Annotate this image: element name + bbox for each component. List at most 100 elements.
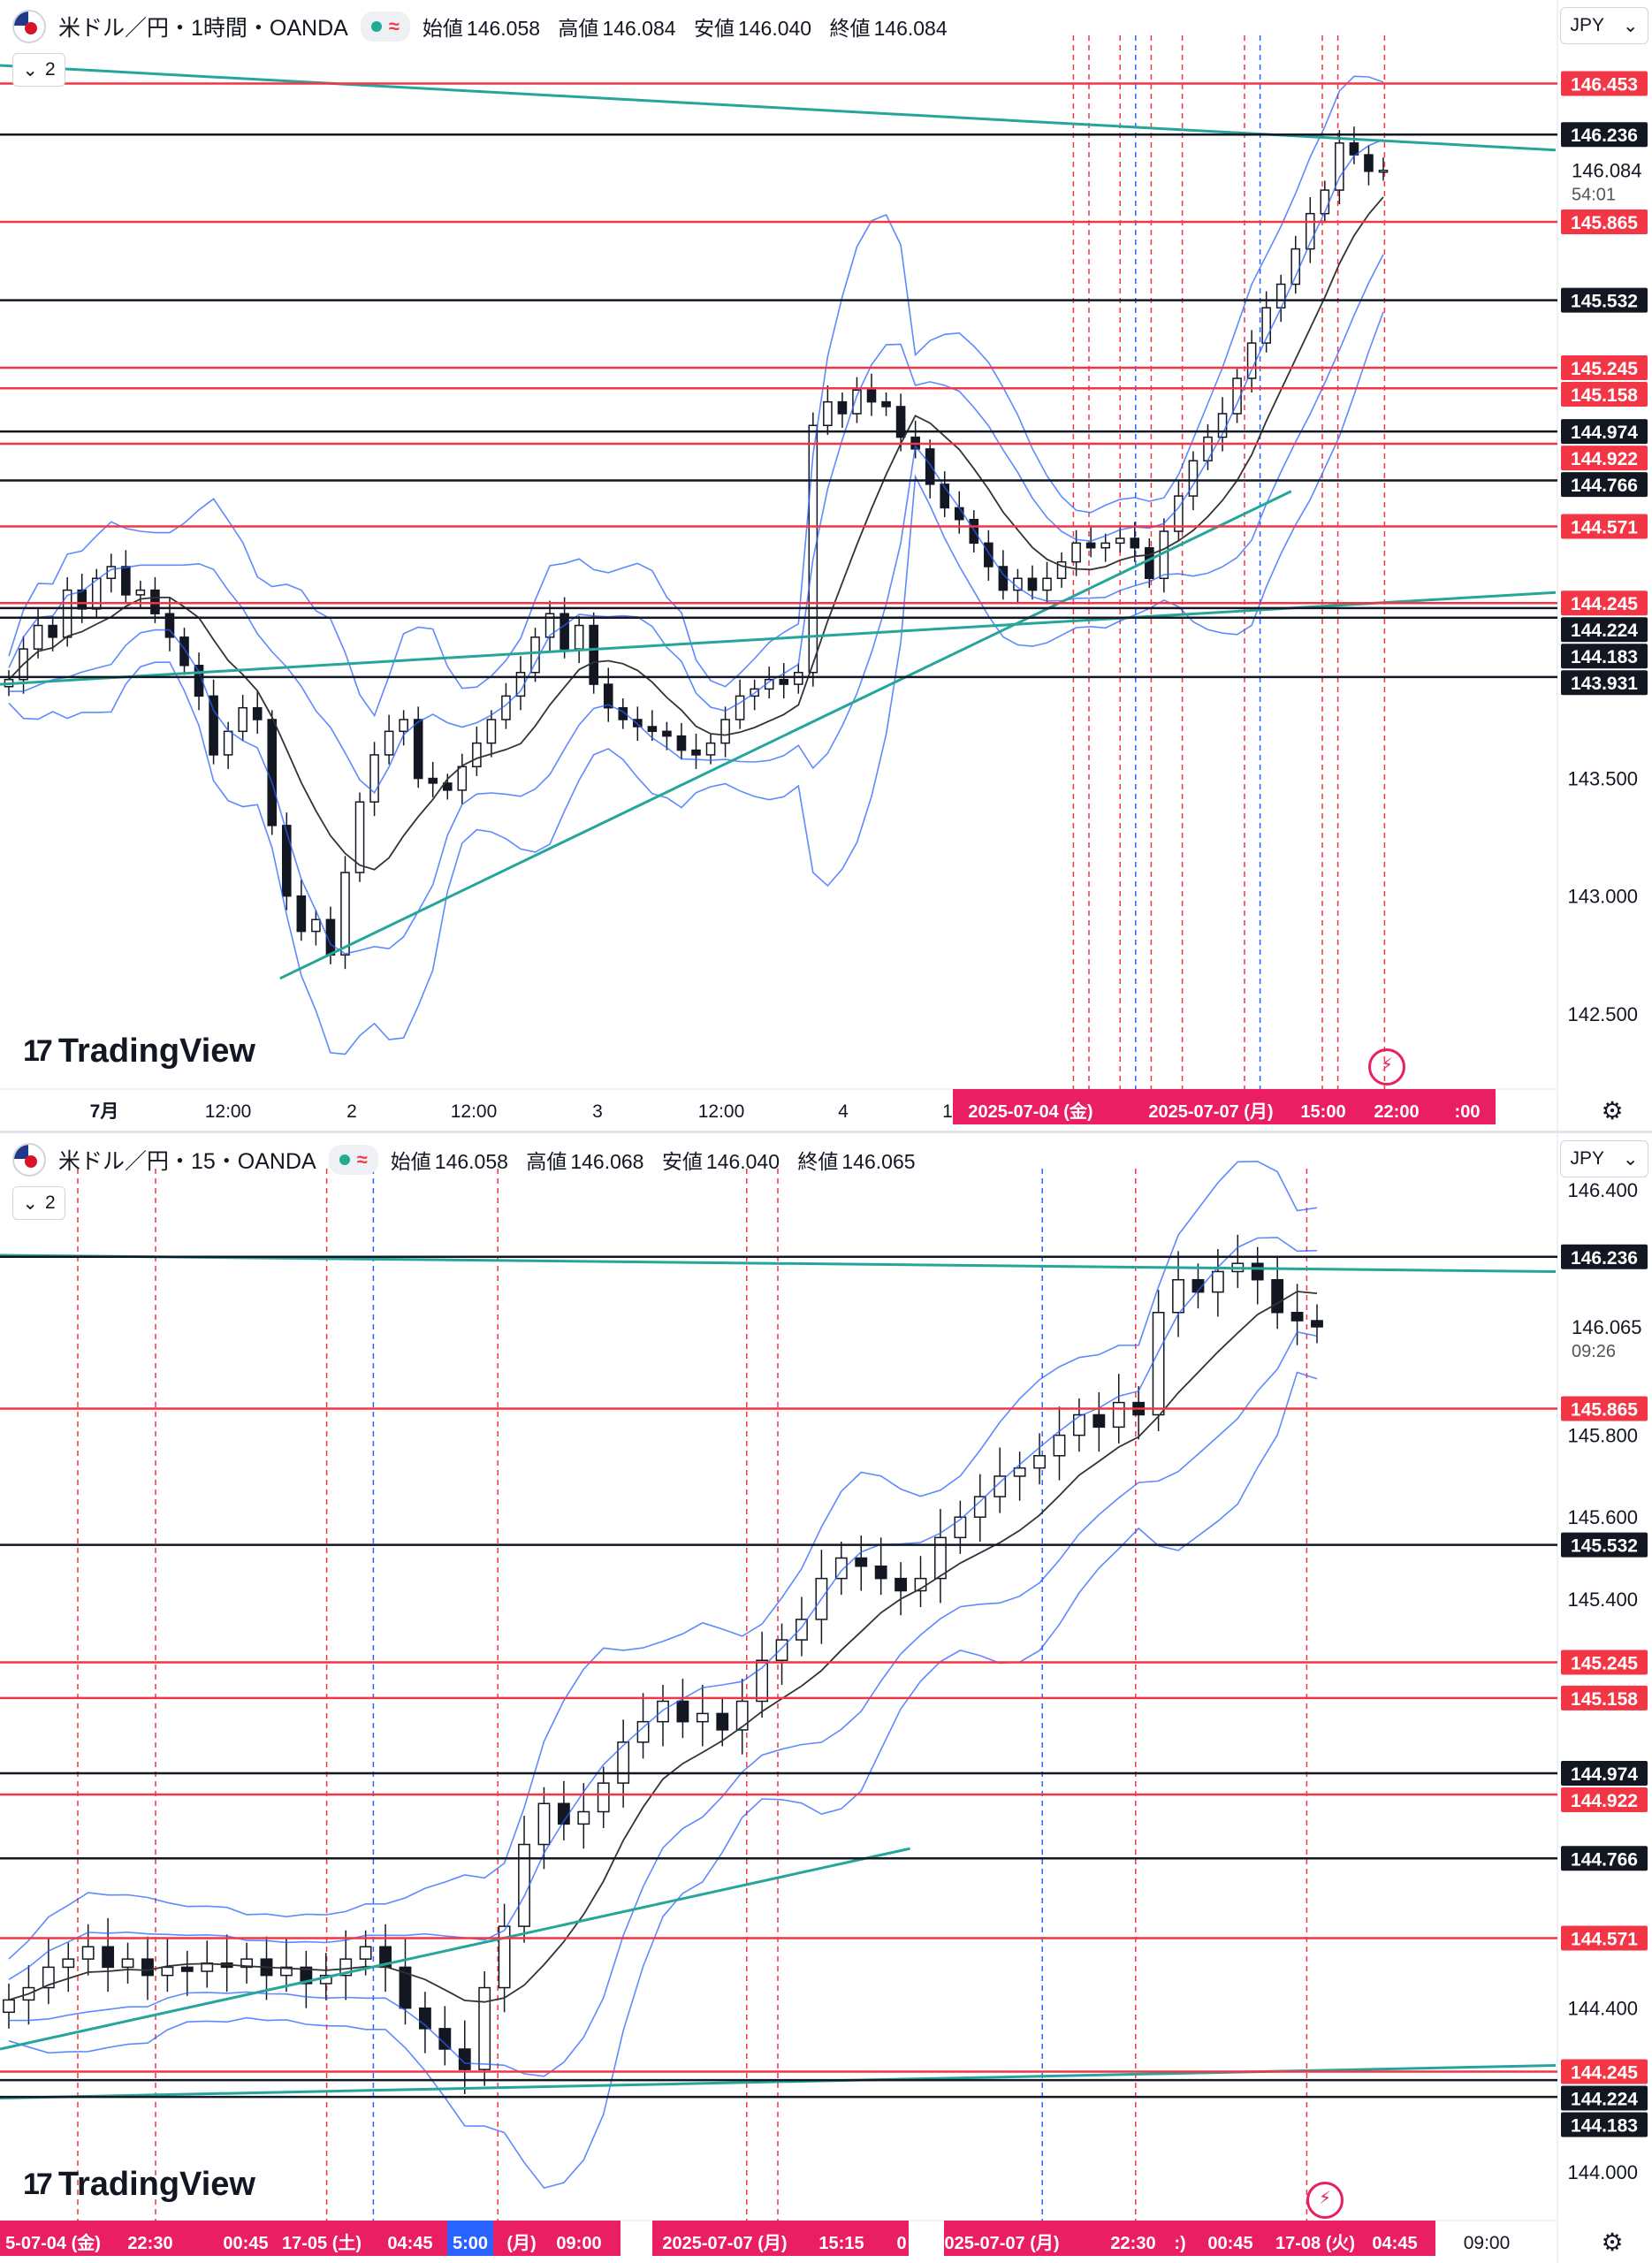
time-tick-label: 2 [346,1101,357,1122]
currency-select[interactable]: JPY ⌄ [1560,1140,1648,1177]
candle-body [180,1966,194,1972]
candle-body [837,400,848,415]
price-tick-label: 144.000 [1567,2161,1638,2183]
symbol-title[interactable]: 米ドル／円・1時間・OANDA [58,16,348,41]
candle-body [705,742,716,756]
candle-body [164,613,175,638]
status-pill[interactable]: ≈ [360,11,410,42]
candle-body [603,683,613,709]
level-price-label: 143.931 [1571,674,1638,694]
candle-body [973,1496,986,1518]
settings-icon[interactable]: ⚙ [1601,2229,1624,2256]
status-pill[interactable]: ≈ [328,1145,378,1175]
candle-body [150,589,160,614]
level-price-badge [1561,1532,1648,1558]
time-badge-label: (月) [506,2234,536,2253]
candle-body [925,448,935,485]
candle-body [597,1782,610,1813]
candle-body [589,624,599,685]
time-tick-label: 3 [592,1101,603,1122]
approx-icon: ≈ [356,1148,368,1170]
chart-canvas-1h[interactable]: 143.000 143.500 142.500 146.453 146.236 145.8… [0,0,1652,1132]
candle-body [1042,577,1052,591]
time-tick-label: 12:00 [205,1101,252,1122]
level-price-label: 144.183 [1571,2115,1638,2136]
candle-body [1378,169,1389,173]
price-tick-label: 145.400 [1567,1589,1638,1611]
candle-body [1211,1270,1224,1293]
level-price-label: 144.922 [1571,449,1638,469]
time-tick-label: 12:00 [451,1101,498,1122]
level-price-label: 145.865 [1571,1400,1638,1421]
candle-body [716,1712,729,1731]
trend-line [0,64,1557,152]
currency-select[interactable]: JPY ⌄ [1560,7,1648,44]
price-tick-label: 145.600 [1567,1506,1638,1528]
time-badge-label: 15:00 [1300,1102,1345,1122]
candle-body [984,542,993,568]
level-price-badge [1561,209,1648,234]
tradingview-logo: 17 TradingView [23,2166,255,2203]
level-price-badge [1561,670,1648,696]
candle-body [121,566,131,596]
settings-icon[interactable]: ⚙ [1601,1097,1624,1124]
chevron-down-icon: ⌄ [22,59,38,80]
chart-pane-15m[interactable]: 146.400 145.800 145.600 145.400 144.400 144.0… [0,1133,1652,2263]
candle-body [657,1700,669,1723]
candle-body [62,1958,75,1969]
candle-body [498,1925,511,1989]
candle-body [756,1659,769,1703]
candle-body [1112,1401,1125,1429]
candle-body [102,1946,115,1969]
candle-body [354,801,365,873]
chart-canvas-15m[interactable]: 146.400 145.800 145.600 145.400 144.400 144.0… [0,1133,1652,2263]
lightning-icon[interactable]: ⚡ [1368,1048,1405,1086]
candle-body [33,624,43,650]
trend-line [279,490,1292,980]
level-price-badge [1561,1396,1648,1421]
candle-body [501,695,511,720]
candle-body [1033,1455,1046,1469]
candle-body [121,1958,134,1969]
level-price-badge [1561,1925,1648,1951]
level-price-badge [1561,514,1648,539]
time-badge-label: 2025-07-07 (月) [1148,1102,1273,1122]
candle-body [1232,377,1242,415]
approx-icon: ≈ [388,15,400,37]
candle-body [1188,460,1199,497]
chart-pane-1h[interactable]: 143.000 143.500 142.500 146.453 146.236 145.8… [0,0,1652,1132]
time-badge-label: 2025-07-07 (月) [662,2234,787,2253]
candle-body [696,1712,709,1723]
time-badge-label: 17-05 (土) [282,2233,362,2253]
crosshair-time-badge [953,1089,1496,1124]
level-price-label: 146.236 [1571,1248,1638,1269]
time-badge-label: 22:30 [127,2234,172,2253]
price-tick-label: 146.400 [1567,1179,1638,1201]
candle-body [647,726,658,733]
candle-body [1027,577,1038,591]
level-price-label: 145.245 [1571,359,1638,379]
candle-body [1320,189,1330,215]
bollinger-lower-1-line [9,254,1384,955]
symbol-title[interactable]: 米ドル／円・15・OANDA [58,1149,316,1174]
level-price-label: 144.974 [1571,1764,1638,1785]
tradingview-logo: 17 TradingView [23,1032,255,1070]
candle-body [1092,1413,1106,1429]
level-price-label: 144.571 [1571,1930,1638,1950]
indicator-collapse-button[interactable]: ⌄ 2 [12,53,65,87]
level-price-badge [1561,419,1648,445]
level-price-badge [1561,446,1648,471]
indicator-collapse-button[interactable]: ⌄ 2 [12,1186,65,1220]
bollinger-upper-2-line [8,1160,1318,1960]
time-badge-label: 0 [896,2234,906,2253]
time-tick-label: 7月 [90,1101,119,1122]
pane-divider[interactable] [0,1131,1652,1133]
lightning-icon[interactable]: ⚡ [1306,2182,1344,2219]
candle-body [720,719,730,744]
candle-body [537,1802,551,1846]
candle-body [618,706,628,720]
market-open-dot-icon [370,21,382,32]
candle-body [359,1946,372,1960]
candle-body [1349,142,1359,156]
candle-body [457,766,468,791]
